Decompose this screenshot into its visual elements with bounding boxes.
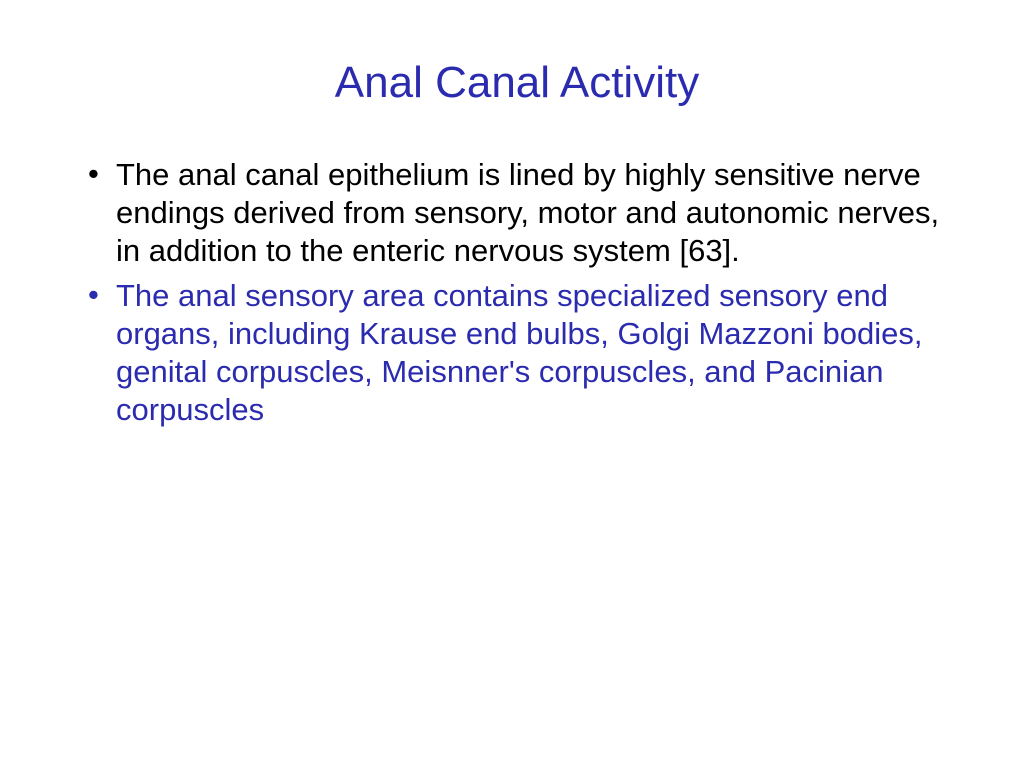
slide-container: Anal Canal Activity The anal canal epith… [0,0,1024,768]
bullet-text: The anal canal epithelium is lined by hi… [116,156,954,269]
bullet-text: The anal sensory area contains specializ… [116,277,954,428]
bullet-item: The anal canal epithelium is lined by hi… [80,156,954,269]
bullet-item: The anal sensory area contains specializ… [80,277,954,428]
bullet-list: The anal canal epithelium is lined by hi… [80,156,954,429]
slide-title: Anal Canal Activity [80,58,954,108]
